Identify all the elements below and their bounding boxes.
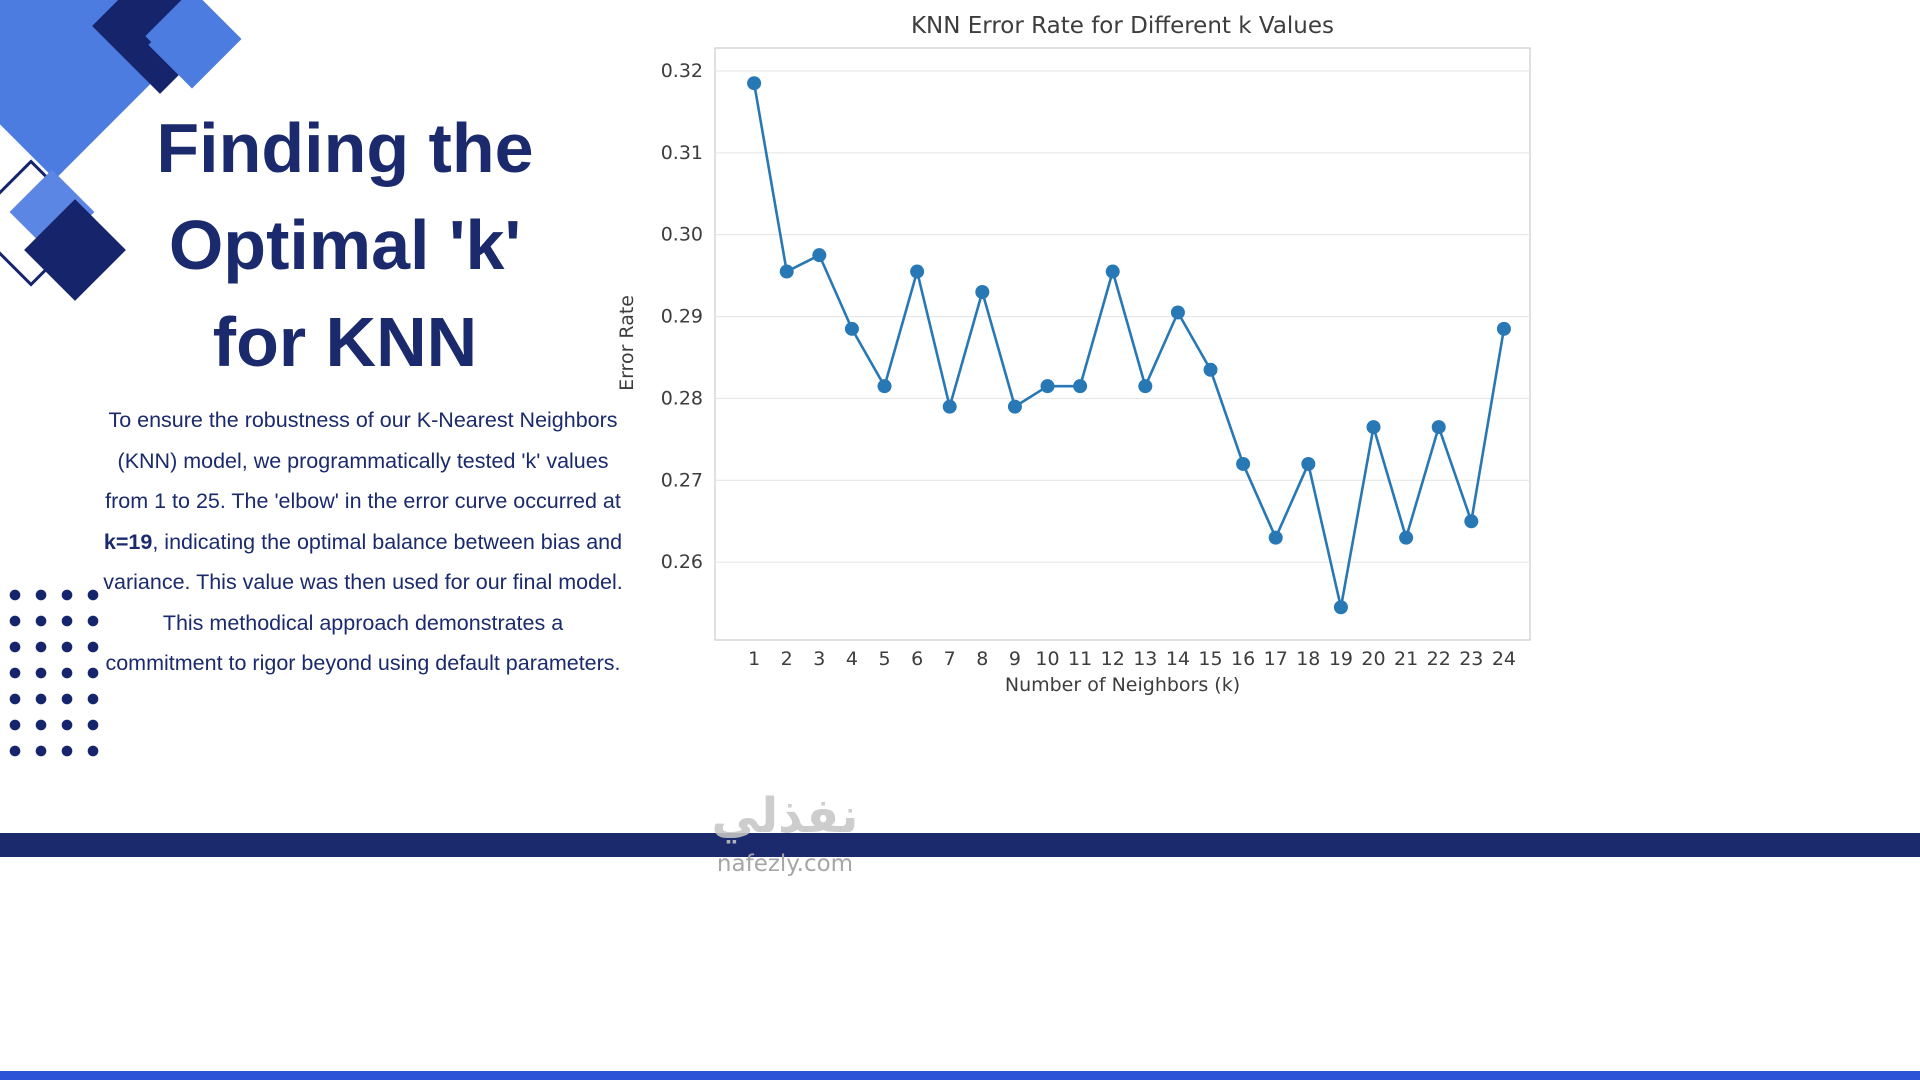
svg-text:1: 1 — [748, 648, 760, 670]
svg-text:6: 6 — [911, 648, 923, 670]
decor-dot-grid — [8, 588, 106, 760]
paragraph-text-before: To ensure the robustness of our K-Neares… — [105, 408, 621, 513]
svg-text:9: 9 — [1009, 648, 1021, 670]
svg-text:0.30: 0.30 — [661, 224, 703, 246]
page-title-line-2: Optimal 'k' — [168, 206, 522, 284]
svg-text:2: 2 — [781, 648, 793, 670]
chart-plot-area: 0.260.270.280.290.300.310.321 2 3 4 5 6 7 8 9 10 1… — [661, 47, 1531, 670]
svg-text:15: 15 — [1198, 648, 1222, 670]
svg-text:0.32: 0.32 — [661, 60, 703, 82]
svg-text:0.31: 0.31 — [661, 142, 703, 164]
svg-text:0.27: 0.27 — [661, 469, 703, 491]
paragraph-text-bold-k19: k=19 — [103, 529, 153, 554]
svg-text:20: 20 — [1361, 648, 1385, 670]
svg-text:7: 7 — [944, 648, 956, 670]
page-title: Finding the Optimal 'k' for KNN — [80, 100, 610, 391]
svg-text:17: 17 — [1264, 648, 1288, 670]
svg-text:13: 13 — [1133, 648, 1157, 670]
watermark-arabic-logo: نفذلي — [711, 788, 859, 844]
paragraph-text-after: , indicating the optimal balance between… — [103, 529, 623, 676]
chart-x-axis-label: Number of Neighbors (k) — [1004, 674, 1241, 696]
svg-text:22: 22 — [1427, 648, 1451, 670]
page-title-line-3: for KNN — [212, 303, 478, 381]
chart-title: KNN Error Rate for Different k Values — [910, 13, 1335, 39]
svg-text:24: 24 — [1492, 648, 1516, 670]
svg-text:14: 14 — [1166, 648, 1190, 670]
svg-text:5: 5 — [878, 648, 890, 670]
body-paragraph: To ensure the robustness of our K-Neares… — [103, 400, 623, 684]
svg-text:10: 10 — [1035, 648, 1059, 670]
svg-text:16: 16 — [1231, 648, 1255, 670]
svg-text:0.26: 0.26 — [661, 551, 703, 573]
svg-text:0.29: 0.29 — [661, 306, 703, 328]
svg-text:11: 11 — [1068, 648, 1092, 670]
page-title-line-1: Finding the — [156, 109, 534, 187]
svg-text:0.28: 0.28 — [661, 387, 703, 409]
svg-text:19: 19 — [1329, 648, 1353, 670]
svg-text:3: 3 — [813, 648, 825, 670]
footer-strip — [0, 1071, 1920, 1080]
svg-text:23: 23 — [1459, 648, 1483, 670]
watermark-site-url: nafezly.com — [716, 851, 854, 877]
svg-text:18: 18 — [1296, 648, 1320, 670]
svg-text:21: 21 — [1394, 648, 1418, 670]
knn-error-chart: KNN Error Rate for Different k Values Er… — [600, 0, 1580, 720]
svg-text:12: 12 — [1101, 648, 1125, 670]
footer-bar — [0, 833, 1920, 857]
svg-text:8: 8 — [976, 648, 988, 670]
svg-text:4: 4 — [846, 648, 858, 670]
